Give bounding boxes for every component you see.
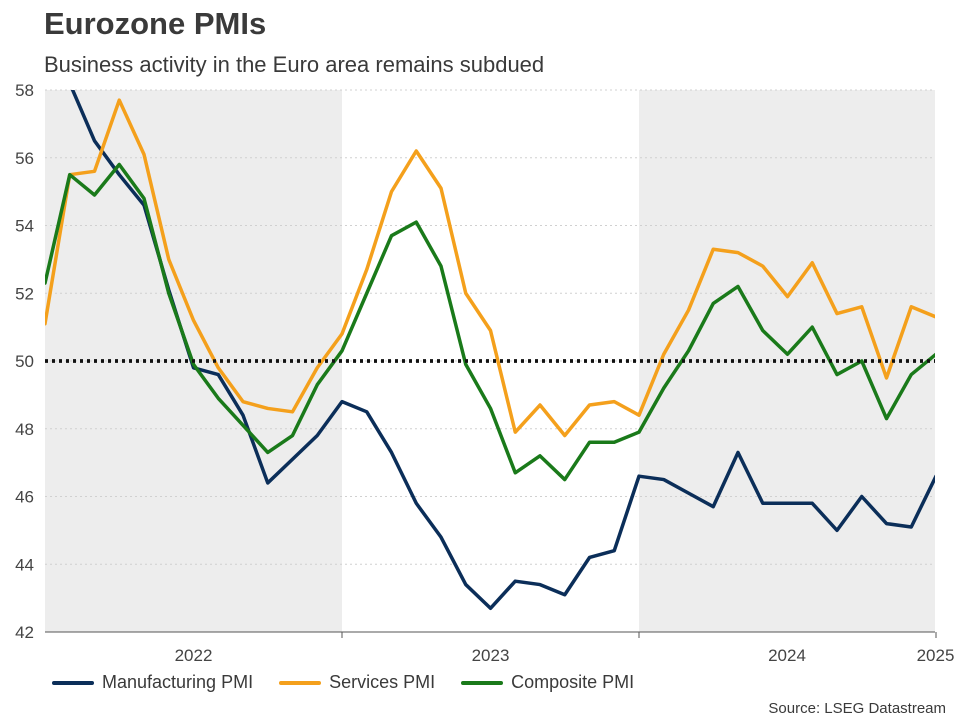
- y-tick-label: 48: [15, 420, 34, 439]
- x-tick-label: 2022: [175, 646, 213, 665]
- chart-title: Eurozone PMIs: [44, 6, 267, 41]
- legend-label-composite: Composite PMI: [511, 672, 635, 692]
- legend-swatch-composite: [461, 680, 504, 685]
- source-note: Source: LSEG Datastream: [768, 700, 946, 717]
- legend-item-services: Services PMI: [279, 672, 435, 693]
- y-tick-label: 50: [15, 352, 34, 371]
- legend-item-manufacturing: Manufacturing PMI: [52, 672, 253, 693]
- legend-swatch-manufacturing: [52, 680, 94, 685]
- y-tick-label: 42: [15, 623, 34, 642]
- y-tick-label: 54: [15, 217, 34, 236]
- legend-label-manufacturing: Manufacturing PMI: [102, 672, 254, 692]
- y-tick-label: 56: [15, 149, 34, 168]
- x-tick-label: 2025: [917, 646, 955, 665]
- y-tick-label: 46: [15, 488, 34, 507]
- x-tick-label: 2024: [768, 646, 806, 665]
- legend-label-services: Services PMI: [329, 672, 436, 692]
- x-tick-label: 2023: [472, 646, 510, 665]
- y-tick-label: 52: [15, 284, 34, 303]
- legend-swatch-services: [279, 680, 322, 685]
- series-line-composite-pmi: [45, 162, 935, 482]
- y-tick-label: 44: [15, 555, 34, 574]
- chart-subtitle: Business activity in the Euro area remai…: [44, 52, 545, 77]
- legend: Manufacturing PMI Services PMI Composite…: [52, 672, 660, 693]
- series-line-manufacturing-pmi: [70, 90, 935, 611]
- y-tick-label: 58: [15, 81, 34, 100]
- legend-item-composite: Composite PMI: [461, 672, 634, 693]
- series-line-services-pmi: [45, 98, 935, 438]
